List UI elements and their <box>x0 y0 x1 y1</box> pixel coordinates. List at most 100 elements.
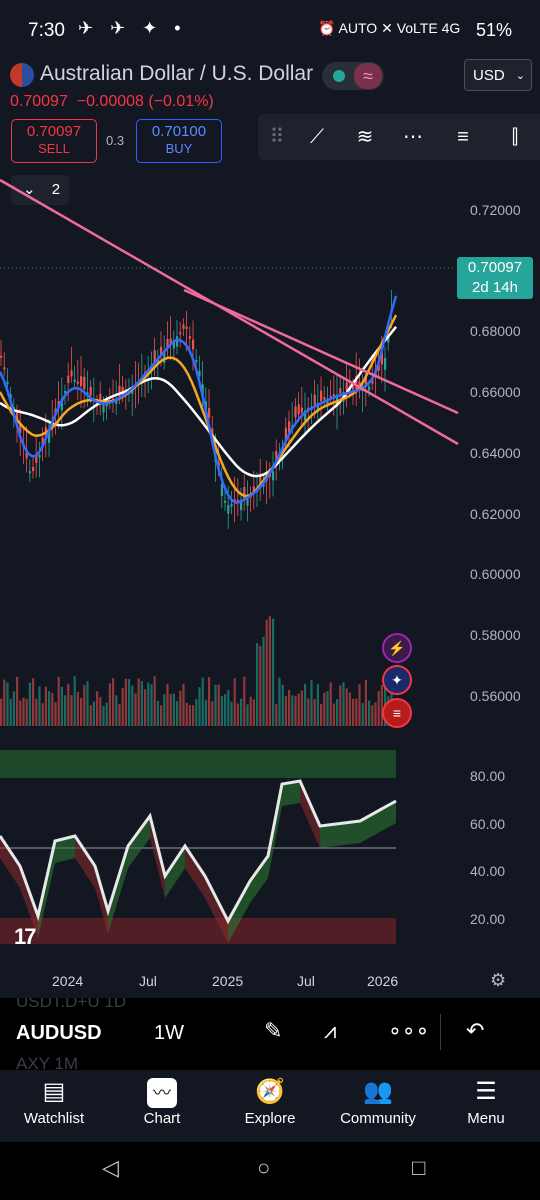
drawing-toolbar <box>258 114 540 160</box>
status-bar: 7:30 ✈ ✈ ✦ • ⏰ AUTO ✕ VoLTE 4G 51% <box>0 0 540 56</box>
undo-icon[interactable]: ↶ <box>466 1018 485 1043</box>
volume-bar <box>300 690 303 726</box>
volume-bar <box>153 676 156 726</box>
back-icon[interactable]: ◁ <box>102 1155 119 1180</box>
more-options-icon[interactable]: ∘∘∘ <box>388 1018 430 1043</box>
chart-settings-icon[interactable]: ⚙ <box>490 970 507 990</box>
volume-bar <box>281 684 284 726</box>
candle-body <box>236 499 239 502</box>
oscillator-ribbon-segment <box>20 866 38 938</box>
time-axis-label: Jul <box>139 973 157 989</box>
symbol-name[interactable]: AUDUSD <box>16 1022 102 1044</box>
oscillator-axis-label: 80.00 <box>470 768 506 784</box>
fib-tool-icon[interactable]: ≡ <box>457 126 469 148</box>
overbought-zone <box>0 750 396 778</box>
oscillator-ribbon-segment <box>108 846 128 933</box>
symbol-title[interactable]: Australian Dollar / U.S. Dollar <box>40 62 314 85</box>
candle-body <box>73 379 76 382</box>
volume-bar <box>291 695 294 726</box>
sell-button[interactable]: 0.70097 SELL <box>11 119 97 163</box>
volume-bar <box>201 677 204 726</box>
trendline-upper <box>183 288 459 415</box>
candle-body <box>320 390 323 401</box>
nav-label: Community <box>340 1110 416 1127</box>
lightning-icon[interactable]: ⚡ <box>382 633 412 663</box>
trend-line-tool-icon[interactable]: ⟋ <box>310 126 324 148</box>
system-nav-bar <box>0 1142 540 1200</box>
volume-bar <box>326 691 329 726</box>
volume-bar <box>236 703 239 726</box>
candle-body <box>259 473 262 487</box>
drawing-pen-icon[interactable]: ✎ <box>264 1018 283 1043</box>
currency-pair-flag-icon <box>10 63 34 87</box>
nav-watchlist[interactable]: ▤ Watchlist <box>4 1074 104 1127</box>
volume-bar <box>118 703 121 726</box>
volume-bar <box>208 677 211 726</box>
candle-body <box>198 370 201 377</box>
price-axis-label: 0.66000 <box>470 384 521 400</box>
candle-body <box>313 394 316 405</box>
candle-body <box>169 338 172 344</box>
volume-bar <box>336 699 339 726</box>
volume-bar <box>140 681 143 726</box>
oscillator-ribbon-segment <box>128 816 150 868</box>
volume-bar <box>198 687 201 726</box>
nav-explore[interactable]: 🧭 Explore <box>220 1074 320 1127</box>
volume-bar <box>64 695 67 726</box>
candle-body <box>105 403 108 407</box>
volume-bar <box>67 683 70 726</box>
candles-tool-icon[interactable]: ⫿ <box>511 126 519 148</box>
volume-bar <box>83 685 86 726</box>
volume-bar <box>246 704 249 726</box>
volume-bar <box>339 685 342 726</box>
currency-select[interactable]: USD ⌄ <box>464 59 532 91</box>
buy-button[interactable]: 0.70100 BUY <box>136 119 222 163</box>
volume-bar <box>176 701 179 726</box>
candle-body <box>297 404 300 415</box>
nav-menu[interactable]: ☰ Menu <box>436 1074 536 1127</box>
recents-icon[interactable]: □ <box>412 1155 426 1180</box>
candle-body <box>19 422 22 433</box>
home-icon[interactable]: ○ <box>257 1155 271 1180</box>
candle-body <box>316 402 319 411</box>
candle-body <box>41 437 44 447</box>
volume-bar <box>70 695 73 726</box>
volume-bar <box>80 698 83 726</box>
candle-body <box>195 360 198 362</box>
usa-flag-icon[interactable]: ≡ <box>382 698 412 728</box>
volume-bar <box>108 683 111 726</box>
parallel-channel-tool-icon[interactable]: ≋ <box>356 126 374 148</box>
volume-bar <box>377 691 380 726</box>
tradingview-logo: 17 <box>14 924 37 949</box>
volume-bar <box>268 616 271 726</box>
candle-body <box>288 421 291 433</box>
volume-bar <box>54 702 57 726</box>
notification-icons: ✈ ✈ ✦ • <box>78 18 187 38</box>
nav-community[interactable]: 👥 Community <box>328 1074 428 1127</box>
candle-body <box>32 467 35 471</box>
australia-flag-icon[interactable]: ✦ <box>382 665 412 695</box>
candle-body <box>182 324 185 329</box>
time-axis-label: 2024 <box>52 973 84 989</box>
status-time: 7:30 <box>28 20 65 41</box>
previous-symbol-ghost[interactable]: USDT.D+U 1D <box>16 998 127 1011</box>
volume-bar <box>76 691 79 726</box>
candle-body <box>6 381 9 384</box>
price-chart[interactable] <box>0 176 540 998</box>
volume-bar <box>12 691 15 726</box>
volume-bar <box>188 705 191 726</box>
volume-bar <box>124 678 127 726</box>
timeframe[interactable]: 1W <box>154 1022 184 1044</box>
volume-bar <box>284 696 287 726</box>
horizontal-line-tool-icon[interactable]: ⋯ <box>403 126 423 148</box>
volume-bar <box>131 685 134 726</box>
wave-icon[interactable]: ≈ <box>354 63 382 89</box>
volume-bar <box>3 679 6 726</box>
volume-bar <box>41 703 44 726</box>
drag-handle-icon[interactable]: ⠿ <box>269 126 285 148</box>
oscillator-ribbon-segment <box>75 836 95 888</box>
next-symbol-ghost[interactable]: AXY 1M <box>16 1054 79 1070</box>
nav-chart[interactable]: 〰 Chart <box>112 1074 212 1127</box>
volume-bar <box>361 703 364 726</box>
indicators-icon[interactable]: ⩘ <box>324 1018 337 1043</box>
